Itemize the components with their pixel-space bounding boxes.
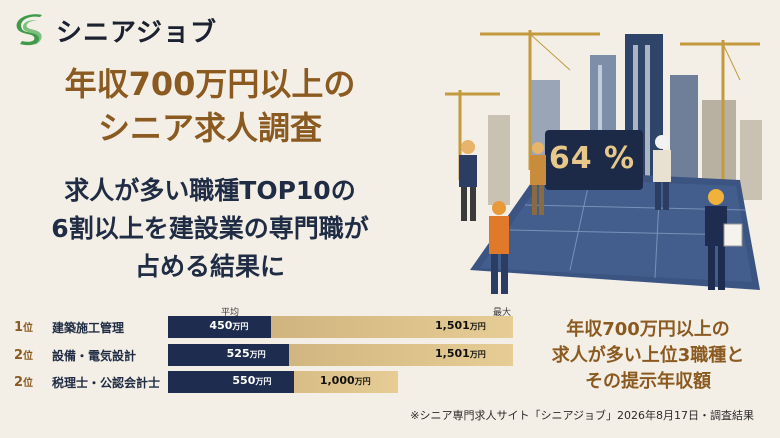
max-salary-label: 1,501万円	[435, 319, 486, 332]
rank-number: 1位	[14, 320, 34, 335]
construction-illustration	[440, 20, 770, 305]
percent-badge: 64 %	[548, 140, 636, 176]
side-note-line-1: 年収700万円以上の	[566, 319, 730, 340]
column-header-max: 最大	[493, 308, 512, 318]
brand-name: シニアジョブ	[56, 18, 217, 48]
job-title: 設備・電気設計	[52, 348, 137, 363]
subhead-line-3: 占める結果に	[134, 252, 285, 281]
brand-logo: シニアジョブ	[14, 12, 217, 49]
headline: 年収700万円以上の シニア求人調査	[0, 62, 420, 150]
avg-salary-label: 550万円	[232, 374, 272, 387]
side-note-line-3: その提示年収額	[585, 371, 711, 392]
max-salary-label: 1,000万円	[319, 374, 371, 387]
avg-salary-label: 450万円	[209, 319, 249, 332]
headline-line-2: シニア求人調査	[97, 109, 322, 147]
rank-row: 2位 設備・電気設計	[14, 344, 170, 366]
subhead-line-1: 求人が多い職種TOP10の	[64, 176, 356, 205]
footnote: ※シニア専門求人サイト「シニアジョブ」2026年8月17日・調査結果	[410, 409, 754, 422]
headline-line-1: 年収700万円以上の	[64, 65, 356, 103]
avg-salary-bar	[168, 371, 295, 393]
side-note-line-2: 求人が多い上位3職種と	[551, 345, 745, 366]
column-header-avg: 平均	[221, 308, 240, 318]
subhead-line-2: 6割以上を建設業の専門職が	[51, 214, 369, 243]
rank-number: 2位	[14, 348, 34, 363]
job-title: 税理士・公認会計士	[52, 375, 161, 390]
avg-salary-bar	[168, 316, 272, 338]
avg-salary-label: 525万円	[226, 347, 266, 360]
max-salary-label: 1,501万円	[435, 347, 486, 360]
avg-salary-bar	[168, 344, 289, 366]
rank-number: 2位	[14, 375, 34, 390]
rank-row: 2位 税理士・公認会計士	[14, 371, 170, 393]
subhead: 求人が多い職種TOP10の 6割以上を建設業の専門職が 占める結果に	[0, 172, 420, 286]
side-note: 年収700万円以上の 求人が多い上位3職種と その提示年収額	[528, 317, 768, 395]
job-title: 建築施工管理	[52, 320, 125, 335]
rank-row: 1位 建築施工管理	[14, 316, 170, 338]
s-leaf-logo-icon	[16, 13, 42, 45]
